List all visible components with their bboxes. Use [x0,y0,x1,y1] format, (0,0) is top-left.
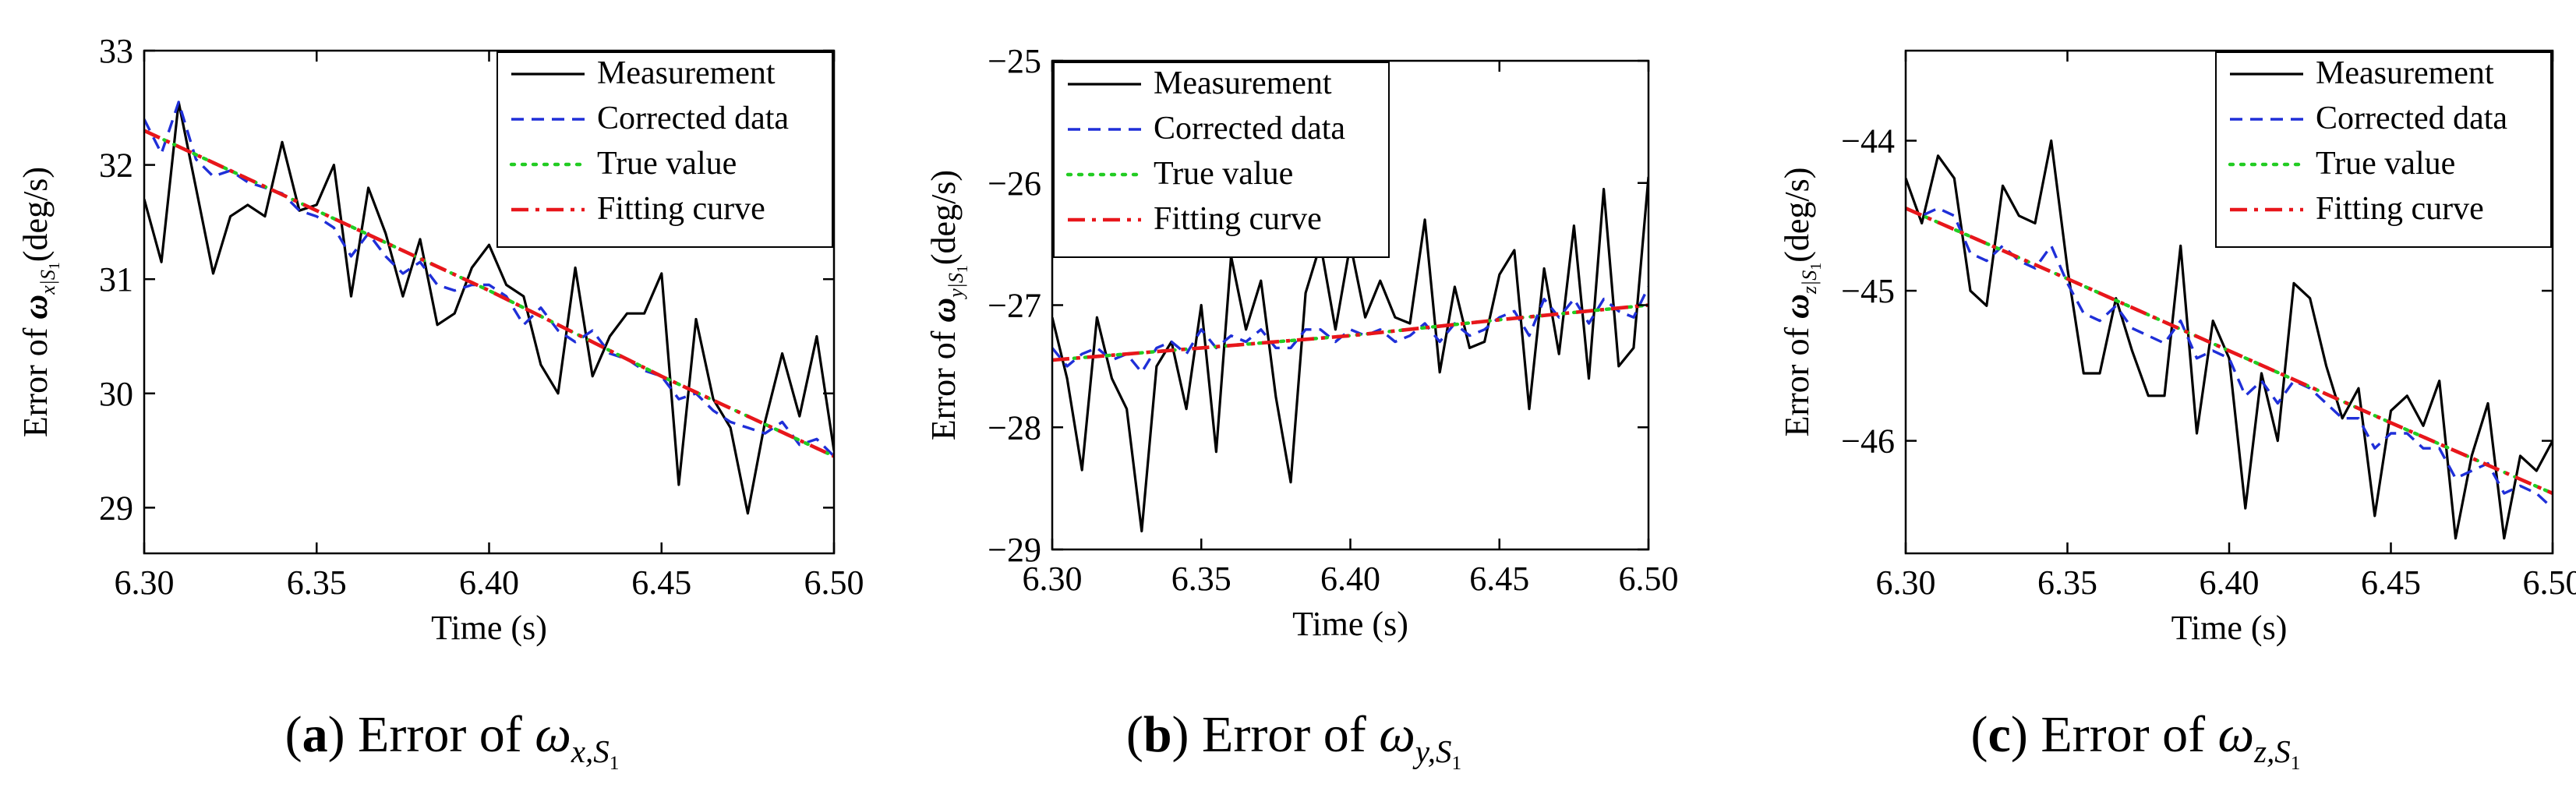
legend: Measurement Corrected data True value Fitti… [2215,51,2552,248]
series-line-fitting-curve [1906,207,2553,496]
x-tick-label: 6.45 [1469,560,1529,598]
y-tick-label: −46 [1841,422,1895,461]
y-tick-label: −28 [988,408,1041,447]
legend-label-corrected-data: Corrected data [597,101,789,136]
caption-label: a [302,706,328,763]
x-tick-label: 6.45 [631,563,691,602]
legend-box [496,51,833,248]
x-tick-label: 6.35 [2037,563,2097,602]
series-line-measurement [144,101,834,515]
series-line-corrected-data [144,101,834,457]
chart-a: 6.30 6.35 6.40 6.45 6.50 29 30 31 32 33 Time (s) Er… [16,32,864,647]
caption-b: (b) Error of ωy,S1 [1125,706,1462,775]
panel-c: 6.30 6.35 6.40 6.45 6.50 −46 −45 −44 Time (s) Err… [1715,0,2576,690]
y-tick-label: 33 [99,32,133,70]
chart-c: 6.30 6.35 6.40 6.45 6.50 −46 −45 −44 Time (s) Err… [1778,49,2576,647]
legend-label-measurement: Measurement [2316,55,2494,91]
x-tick-label: 6.45 [2361,563,2421,602]
y-tick-label: −45 [1841,272,1895,310]
y-tick-label: −25 [988,42,1041,80]
caption-text: Error of [1202,706,1366,763]
x-tick-label: 6.30 [115,563,175,602]
series-group [1906,139,2553,540]
y-tick-label: 32 [99,147,133,185]
legend-label-corrected-data: Corrected data [2316,101,2507,136]
legend-label-true-value: True value [2316,146,2455,182]
x-axis-label: Time (s) [1292,605,1408,643]
y-axis-label: Error of ωy|S1(deg/s) [924,170,971,440]
panel-b: 6.30 6.35 6.40 6.45 6.50 −29 −28 −27 −26 −25 Time … [857,0,1715,690]
chart-b: 6.30 6.35 6.40 6.45 6.50 −29 −28 −27 −26 −25 Time … [924,42,1679,643]
legend-label-fitting-curve: Fitting curve [1154,201,1322,237]
x-tick-label: 6.30 [1023,560,1083,598]
legend-label-measurement: Measurement [597,55,776,91]
y-tick-label: −26 [988,164,1041,203]
caption-subsub: 1 [2290,752,2301,775]
y-axis-label: Error of ωx|S1(deg/s) [16,167,63,437]
caption-sub: y,S [1415,734,1452,770]
caption-subsub: 1 [609,752,620,775]
series-line-corrected-data [1052,286,1648,374]
caption-c: (c) Error of ωz,S1 [1970,706,2301,775]
series-line-fitting-curve [144,129,834,458]
x-tick-label: 6.50 [2523,563,2576,602]
panel-a: 6.30 6.35 6.40 6.45 6.50 29 30 31 32 33 Time (s) Er… [0,0,864,690]
legend-label-true-value: True value [1154,156,1293,192]
legend-label-true-value: True value [597,146,737,182]
x-tick-label: 6.35 [287,563,347,602]
caption-text: Error of [2041,706,2206,763]
caption-sub: z,S [2254,734,2291,770]
x-tick-label: 6.50 [1619,560,1679,598]
caption-text: Error of [358,706,522,763]
y-tick-label: −29 [988,531,1041,569]
caption-math: ω [1379,706,1415,763]
caption-label: b [1143,706,1172,763]
x-axis-label: Time (s) [431,609,547,647]
x-tick-label: 6.35 [1171,560,1231,598]
caption-sub: x,S [571,734,610,770]
legend-label-fitting-curve: Fitting curve [597,191,765,227]
caption-math: ω [2217,706,2255,763]
caption-subsub: 1 [1451,752,1462,775]
legend-label-corrected-data: Corrected data [1154,111,1345,147]
caption-a: (a) Error of ωx,S1 [284,706,620,775]
caption-math: ω [535,706,571,763]
legend: Measurement Corrected data True value Fitti… [496,51,833,248]
legend-box [2215,51,2552,248]
series-line-true-value [1052,303,1648,362]
series-line-measurement [1906,139,2553,540]
legend: Measurement Corrected data True value Fitti… [1053,62,1390,258]
y-tick-label: 31 [99,260,133,299]
series-line-fitting-curve [1052,303,1648,362]
x-tick-label: 6.30 [1876,563,1936,602]
x-axis-label: Time (s) [2171,609,2288,647]
caption-label: c [1988,706,2011,763]
legend-box [1053,62,1390,258]
series-group [144,101,834,515]
x-tick-label: 6.50 [804,563,864,602]
y-tick-label: 30 [99,375,133,413]
x-tick-label: 6.40 [1320,560,1380,598]
legend-label-measurement: Measurement [1154,65,1332,101]
x-tick-label: 6.40 [459,563,519,602]
y-tick-label: 29 [99,489,133,527]
y-tick-label: −27 [988,287,1041,325]
x-tick-label: 6.40 [2200,563,2260,602]
y-axis-label: Error of ωz|S1(deg/s) [1778,168,1825,437]
y-tick-label: −44 [1841,122,1895,161]
legend-label-fitting-curve: Fitting curve [2316,191,2484,227]
